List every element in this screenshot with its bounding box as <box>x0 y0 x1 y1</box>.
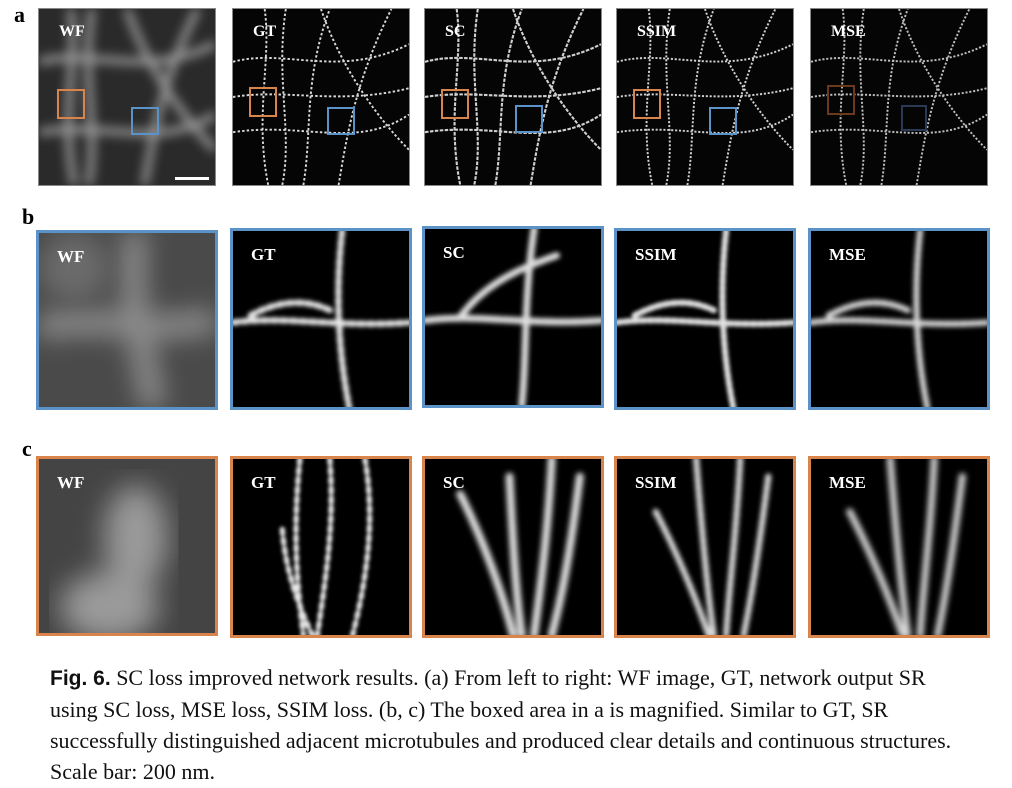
micrograph-a-gt <box>233 9 409 185</box>
panel-b-gt: GT <box>230 228 412 410</box>
micrograph-b-sc <box>425 229 601 405</box>
panel-label: GT <box>251 245 276 264</box>
roi-box-orange <box>249 87 277 117</box>
panel-label: GT <box>253 23 277 40</box>
figure-caption: Fig. 6. SC loss improved network results… <box>50 662 965 787</box>
figure-number: Fig. 6. <box>50 667 111 690</box>
row-label-a: a <box>14 2 25 27</box>
panel-label: WF <box>59 23 85 40</box>
panel-label: SC <box>443 243 465 262</box>
panel-label: MSE <box>829 473 866 492</box>
panel-c-mse: MSE <box>808 456 990 638</box>
panel-label: SSIM <box>635 473 677 492</box>
micrograph-b-gt <box>233 231 409 407</box>
panel-label: SC <box>443 473 465 492</box>
panel-label: MSE <box>829 245 866 264</box>
scale-bar <box>175 177 209 180</box>
micrograph-a-ssim <box>617 9 793 185</box>
panel-label: SSIM <box>635 245 677 264</box>
panel-b-ssim: SSIM <box>614 228 796 410</box>
panel-a-mse: MSE <box>810 8 988 186</box>
panel-label: MSE <box>831 23 866 40</box>
micrograph-b-mse <box>811 231 987 407</box>
roi-box-orange <box>441 89 469 119</box>
caption-text: SC loss improved network results. (a) Fr… <box>50 665 952 784</box>
roi-box-blue <box>709 107 737 135</box>
micrograph-b-wf <box>39 233 215 407</box>
panel-a-ssim: SSIM <box>616 8 794 186</box>
panel-c-wf: WF <box>36 456 218 636</box>
panel-b-sc: SC <box>422 226 604 408</box>
roi-box-blue <box>515 105 543 133</box>
panel-c-gt: GT <box>230 456 412 638</box>
panel-label: SC <box>445 23 466 40</box>
roi-box-blue <box>901 105 927 131</box>
roi-box-orange <box>57 89 85 119</box>
micrograph-a-mse <box>811 9 987 185</box>
panel-a-wf: WF <box>38 8 216 186</box>
micrograph-c-ssim <box>617 459 793 635</box>
roi-box-orange <box>827 85 855 115</box>
panel-b-mse: MSE <box>808 228 990 410</box>
panel-label: GT <box>251 473 276 492</box>
roi-box-blue <box>131 107 159 135</box>
panel-b-wf: WF <box>36 230 218 410</box>
panel-label: WF <box>57 473 85 492</box>
panel-c-ssim: SSIM <box>614 456 796 638</box>
row-label-b: b <box>22 204 35 229</box>
panel-a-gt: GT <box>232 8 410 186</box>
micrograph-c-gt <box>233 459 409 635</box>
row-label-c: c <box>22 436 32 461</box>
roi-box-orange <box>633 89 661 119</box>
panel-label: WF <box>57 247 85 266</box>
roi-box-blue <box>327 107 355 135</box>
panel-a-sc: SC <box>424 8 602 186</box>
micrograph-a-wf <box>39 9 215 185</box>
micrograph-c-mse <box>811 459 987 635</box>
panel-c-sc: SC <box>422 456 604 638</box>
micrograph-b-ssim <box>617 231 793 407</box>
micrograph-c-sc <box>425 459 601 635</box>
panel-label: SSIM <box>637 23 677 40</box>
micrograph-c-wf <box>39 459 215 633</box>
